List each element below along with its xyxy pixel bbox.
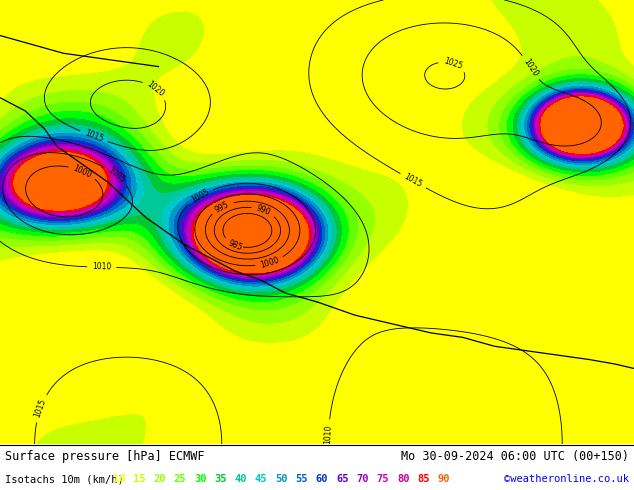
Text: Isotachs 10m (km/h): Isotachs 10m (km/h)	[5, 474, 124, 485]
Text: 25: 25	[174, 474, 186, 485]
Text: 1000: 1000	[72, 163, 93, 179]
Text: 80: 80	[397, 474, 410, 485]
Text: 50: 50	[275, 474, 288, 485]
Text: 85: 85	[417, 474, 430, 485]
Text: 20: 20	[153, 474, 166, 485]
Text: 1015: 1015	[33, 398, 48, 419]
Text: 985: 985	[227, 238, 243, 252]
Text: 1010: 1010	[92, 263, 112, 272]
Text: 1025: 1025	[443, 56, 463, 71]
Text: 35: 35	[214, 474, 227, 485]
Text: 30: 30	[194, 474, 207, 485]
Text: 1005: 1005	[190, 187, 211, 205]
Text: 995: 995	[214, 199, 231, 214]
Text: 1005: 1005	[106, 166, 126, 185]
Text: 990: 990	[255, 203, 272, 217]
Text: Mo 30-09-2024 06:00 UTC (00+150): Mo 30-09-2024 06:00 UTC (00+150)	[401, 450, 629, 463]
Text: 90: 90	[437, 474, 450, 485]
Text: Surface pressure [hPa] ECMWF: Surface pressure [hPa] ECMWF	[5, 450, 205, 463]
Text: 15: 15	[133, 474, 146, 485]
Text: 1020: 1020	[145, 79, 166, 98]
Text: 65: 65	[336, 474, 349, 485]
Text: 1015: 1015	[83, 129, 105, 144]
Text: 70: 70	[356, 474, 369, 485]
Text: 1010: 1010	[323, 424, 333, 444]
Text: 1000: 1000	[259, 255, 280, 270]
Text: 10: 10	[113, 474, 126, 485]
Text: 55: 55	[295, 474, 308, 485]
Text: 45: 45	[255, 474, 268, 485]
Text: ©weatheronline.co.uk: ©weatheronline.co.uk	[504, 474, 629, 485]
Text: 1020: 1020	[521, 57, 540, 78]
Text: 60: 60	[316, 474, 328, 485]
Text: 1015: 1015	[403, 172, 424, 190]
Text: 75: 75	[377, 474, 389, 485]
Text: 40: 40	[235, 474, 247, 485]
